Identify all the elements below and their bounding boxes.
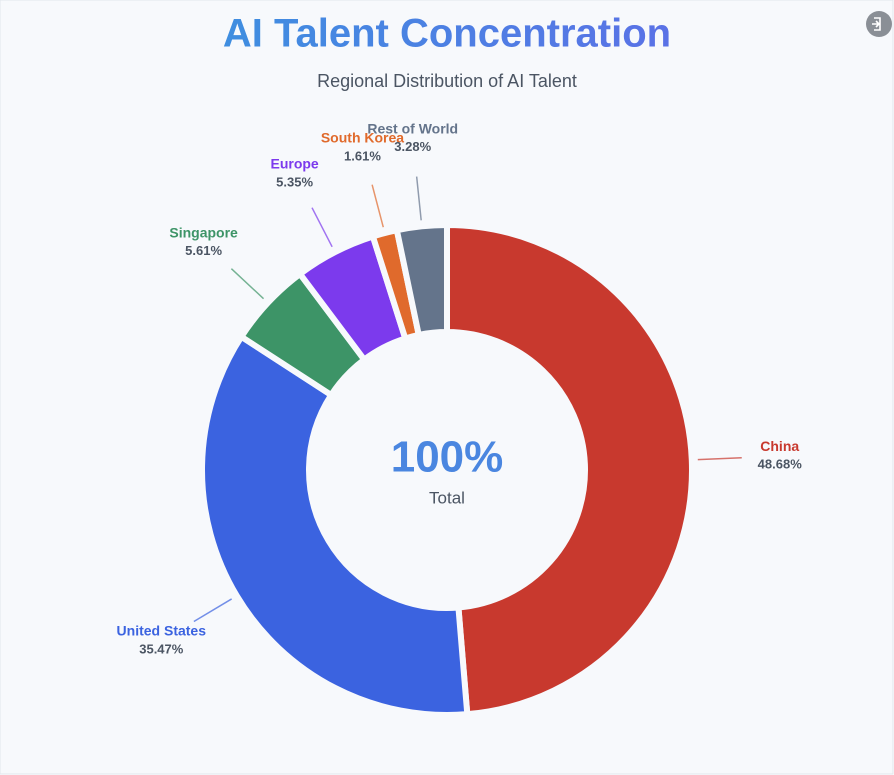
slice-label: Europe [270,156,318,172]
leader-line [311,207,333,248]
leader-line [697,457,742,461]
donut-slice [444,221,695,718]
chart-title: AI Talent Concentration [223,12,671,56]
slice-value: 48.68% [758,457,803,472]
slice-value: 1.61% [344,148,381,163]
slice-label: United States [117,623,207,639]
slice-label: Singapore [169,224,238,240]
leader-line [193,598,233,623]
donut-slice [199,332,471,718]
center-label: 100% [391,433,504,482]
donut-slice [393,221,450,339]
leader-line [415,176,422,221]
chart-subtitle: Regional Distribution of AI Talent [317,71,577,91]
center-sublabel: Total [429,488,465,507]
slice-value: 5.35% [276,174,313,189]
slice-label: Rest of World [367,120,458,136]
slice-label: South Korea [321,130,404,146]
slice-value: 3.28% [394,139,431,154]
leader-line [371,184,385,228]
slice-value: 5.61% [185,243,222,258]
leader-line [230,268,265,300]
slice-label: China [760,438,799,454]
exit-button[interactable] [866,11,892,37]
slice-value: 35.47% [139,641,184,656]
